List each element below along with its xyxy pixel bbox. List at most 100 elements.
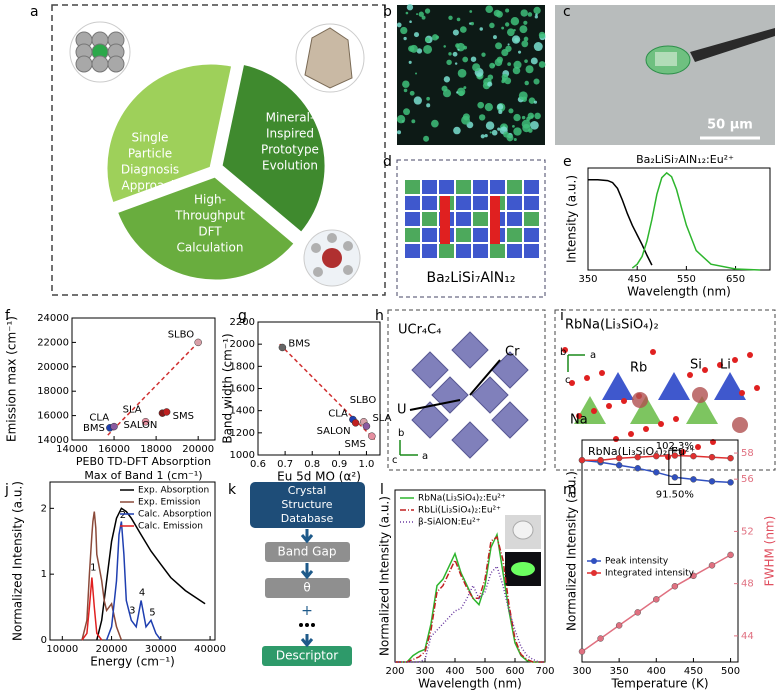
crystal-structure [562, 347, 760, 460]
point-label: BMS [83, 423, 105, 434]
particle [477, 101, 485, 109]
particle [518, 50, 522, 54]
panel-label: j [4, 482, 9, 498]
particle [507, 62, 512, 66]
atom [91, 55, 109, 73]
particle [530, 57, 538, 65]
tile [422, 180, 437, 194]
particle [528, 97, 536, 104]
particle [478, 114, 486, 121]
tile [473, 212, 488, 226]
particle [455, 43, 460, 48]
particle [453, 126, 461, 135]
particle [538, 61, 546, 68]
scale-label: 50 µm [707, 118, 753, 133]
y-tick-label: 2 [41, 503, 47, 514]
particle [527, 12, 533, 17]
point-label: SALON [317, 426, 351, 437]
oxygen [621, 398, 627, 404]
x-tick-label: 200 [385, 666, 404, 677]
x-tick-label: 350 [578, 274, 597, 285]
y-tick-label: 1 [41, 569, 47, 580]
axis-label: b [398, 428, 404, 439]
tile [422, 244, 437, 258]
y-tick-label: 20000 [37, 362, 69, 373]
polyhedron [431, 376, 469, 414]
particle [480, 134, 485, 139]
marker [708, 478, 716, 485]
panel-label: a [30, 4, 39, 20]
plot-frame [49, 481, 216, 641]
point [194, 338, 202, 347]
panel-label: k [228, 482, 237, 498]
point-label: SLA [123, 405, 142, 416]
plot-frame [394, 489, 546, 663]
segment-label: Diagnosis [121, 163, 179, 177]
tile [490, 196, 500, 244]
plot-frame [71, 317, 216, 441]
point-label: SLBO [350, 395, 377, 406]
oxygen [576, 413, 582, 419]
legend-label: Exp. Emission [138, 498, 201, 508]
particle [525, 65, 534, 74]
segment-label: High- [194, 193, 226, 207]
y-tick-label: 18000 [37, 386, 69, 397]
x-tick-label: 18000 [140, 444, 172, 455]
annotation: 5 [149, 607, 155, 618]
annotation: 102.3% [656, 441, 694, 452]
annotation: 4 [139, 588, 145, 599]
y2-tick-label: 48 [741, 579, 754, 590]
particle [493, 9, 501, 17]
polyhedron [491, 351, 529, 389]
segment-label: Inspired [266, 127, 314, 141]
particle [409, 20, 412, 24]
y-tick-label: 14000 [37, 435, 69, 446]
marker [727, 479, 734, 486]
polyhedron [451, 331, 489, 369]
particle [512, 124, 515, 128]
x-tick-label: 14000 [56, 444, 88, 455]
particle [423, 44, 433, 54]
particle [497, 103, 504, 110]
series-line [395, 564, 545, 663]
oxygen [673, 416, 679, 422]
tile [440, 196, 450, 244]
panel-label: b [383, 4, 392, 20]
x-tick-label: 30000 [145, 644, 177, 655]
tile [524, 212, 539, 226]
particle [533, 78, 540, 85]
particle [470, 56, 477, 62]
tetrahedron [602, 372, 634, 400]
node-box [250, 482, 365, 528]
marker [615, 454, 623, 462]
x-tick-label: 550 [677, 274, 696, 285]
particle [521, 119, 531, 129]
particle [396, 115, 406, 124]
x-tick-label: 16000 [98, 444, 130, 455]
tile [507, 180, 522, 194]
particle [415, 72, 418, 75]
legend-label: Calc. Absorption [138, 510, 212, 520]
x-axis-label: Wavelength (nm) [418, 677, 522, 691]
particle [538, 31, 546, 39]
particle [418, 11, 424, 17]
particle [446, 59, 452, 66]
tetrahedron [574, 396, 606, 424]
panel-label: l [380, 482, 384, 498]
dot [299, 623, 303, 627]
x-tick-label: 0.9 [331, 459, 347, 470]
oxygen [687, 372, 693, 378]
panel-label: d [383, 154, 392, 170]
particle [462, 56, 469, 63]
series-line [588, 178, 653, 266]
particle [479, 27, 483, 31]
y-axis-label: Band width (cm⁻¹) [221, 333, 235, 443]
panel-label: m [563, 482, 577, 498]
particle [411, 119, 416, 124]
particle [533, 42, 543, 52]
x-tick-label: 20000 [96, 644, 128, 655]
node-box [265, 542, 350, 562]
particle [421, 15, 426, 20]
crystal [304, 27, 353, 89]
